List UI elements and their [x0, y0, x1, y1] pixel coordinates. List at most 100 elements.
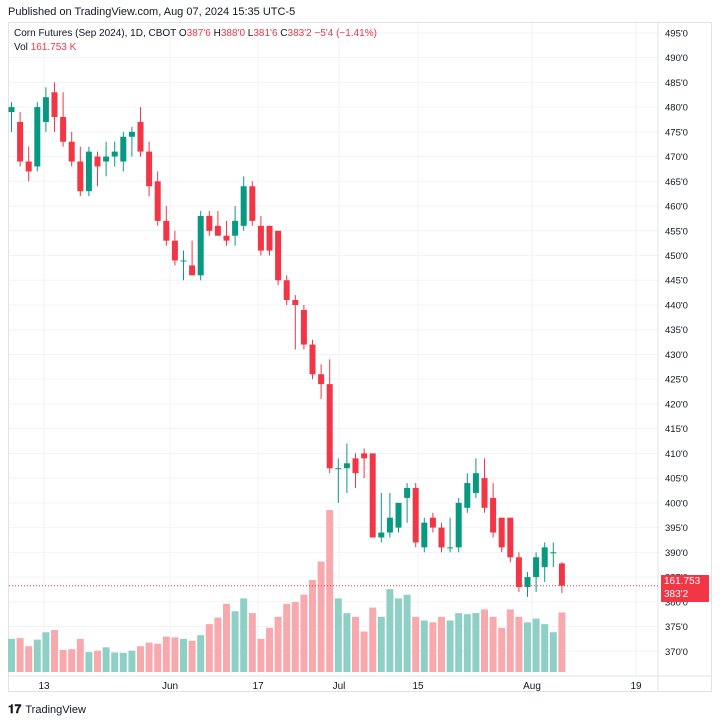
candle-body	[17, 121, 24, 162]
y-tick-label: 370'0	[665, 647, 688, 658]
candle-body	[429, 517, 436, 528]
price-tag: 383'2	[661, 588, 709, 602]
volume-bar	[489, 616, 497, 672]
candle-body	[498, 517, 505, 548]
volume-bar	[16, 638, 24, 672]
chart-frame	[8, 22, 712, 692]
y-tick-label: 495'0	[665, 28, 688, 39]
footer-brand[interactable]: 𝟏𝟕 TradingView	[8, 702, 86, 717]
candle-body	[343, 463, 350, 469]
volume-bar	[94, 650, 101, 672]
x-tick-label: Aug	[523, 681, 541, 692]
candle-body	[550, 552, 557, 554]
volume-tag: 161.753 K	[661, 575, 709, 601]
y-tick-label: 395'0	[665, 523, 688, 534]
candle-body	[189, 265, 196, 276]
y-tick-label: 455'0	[665, 226, 688, 237]
candle-body	[438, 527, 445, 548]
y-tick-label: 380'0	[665, 597, 688, 608]
volume-bar	[102, 647, 110, 672]
x-tick-label: 15	[412, 681, 424, 692]
volume-bar	[481, 609, 488, 672]
legend-ohlc-row: Corn Futures (Sep 2024), 1D, CBOT O387'6…	[14, 27, 377, 41]
candle-body	[223, 235, 230, 241]
volume-bar	[369, 607, 377, 672]
volume-bar	[137, 646, 144, 672]
x-tick-label: Jul	[333, 681, 346, 692]
x-tick-label: Jun	[162, 681, 178, 692]
legend-close-label: C	[280, 28, 288, 39]
y-tick-label: 375'0	[665, 622, 688, 633]
candle-body	[197, 215, 204, 276]
candle-body	[266, 225, 273, 251]
legend-symbol: Corn Futures (Sep 2024), 1D, CBOT	[14, 28, 177, 39]
legend-open-value: 387'6	[186, 28, 211, 39]
candle-body	[447, 547, 454, 549]
candle-body	[395, 502, 402, 528]
candle-body	[369, 453, 376, 538]
volume-bar	[343, 613, 351, 672]
candle-body	[472, 473, 479, 493]
tradingview-logo-icon: 𝟏𝟕	[8, 702, 22, 716]
x-tick-label: 17	[252, 681, 264, 692]
volume-bar	[154, 643, 162, 672]
candle-body	[94, 156, 101, 167]
legend-high-value: 388'0	[220, 28, 245, 39]
volume-bar	[515, 616, 523, 672]
volume-bar	[76, 638, 84, 672]
y-tick-label: 430'0	[665, 350, 688, 361]
candle-body	[412, 488, 419, 543]
y-tick-label: 460'0	[665, 202, 688, 213]
volume-bar	[498, 627, 506, 672]
candle-body	[257, 225, 264, 251]
volume-bar	[395, 598, 402, 672]
candle-body	[524, 577, 531, 587]
volume-bar	[214, 617, 222, 672]
volume-bar	[446, 620, 454, 672]
candle-body	[318, 374, 325, 385]
volume-bar	[197, 635, 205, 672]
chart-legend: Corn Futures (Sep 2024), 1D, CBOT O387'6…	[14, 27, 377, 55]
candle-body	[490, 497, 497, 533]
volume-bar	[223, 603, 230, 672]
volume-bar	[171, 637, 179, 672]
volume-bar	[429, 622, 437, 672]
volume-bar	[309, 579, 316, 672]
volume-bar	[438, 616, 445, 672]
volume-bar	[51, 630, 58, 672]
candle-body	[378, 532, 385, 538]
candle-body	[249, 186, 256, 221]
volume-bar	[59, 649, 67, 672]
y-tick-label: 415'0	[665, 424, 688, 435]
candle-body	[25, 161, 32, 172]
candle-body	[206, 215, 213, 231]
y-tick-label: 450'0	[665, 251, 688, 262]
legend-change: −5'4 (−1.41%)	[314, 28, 377, 39]
candle-body	[60, 116, 67, 142]
candle-body	[507, 517, 514, 558]
y-tick-label: 465'0	[665, 177, 688, 188]
volume-bar	[266, 627, 273, 672]
candle-body	[541, 547, 548, 568]
volume-bar	[33, 639, 41, 672]
candle-body	[421, 522, 428, 548]
candle-body	[42, 97, 49, 122]
y-tick-label: 405'0	[665, 474, 688, 485]
candle-body	[146, 151, 153, 187]
candle-body	[361, 453, 368, 459]
candle-body	[326, 384, 333, 469]
volume-bar	[231, 611, 239, 672]
volume-bar	[412, 616, 420, 672]
volume-bar	[180, 638, 187, 672]
legend-high-label: H	[213, 28, 221, 39]
legend-close-value: 383'2	[287, 28, 312, 39]
volume-bar	[68, 649, 76, 672]
candle-body	[85, 151, 92, 192]
candle-body	[8, 107, 15, 113]
volume-bar	[188, 640, 196, 672]
candle-body	[68, 141, 75, 162]
volume-bar	[240, 598, 248, 672]
legend-low-value: 381'6	[253, 28, 278, 39]
y-tick-label: 440'0	[665, 300, 688, 311]
